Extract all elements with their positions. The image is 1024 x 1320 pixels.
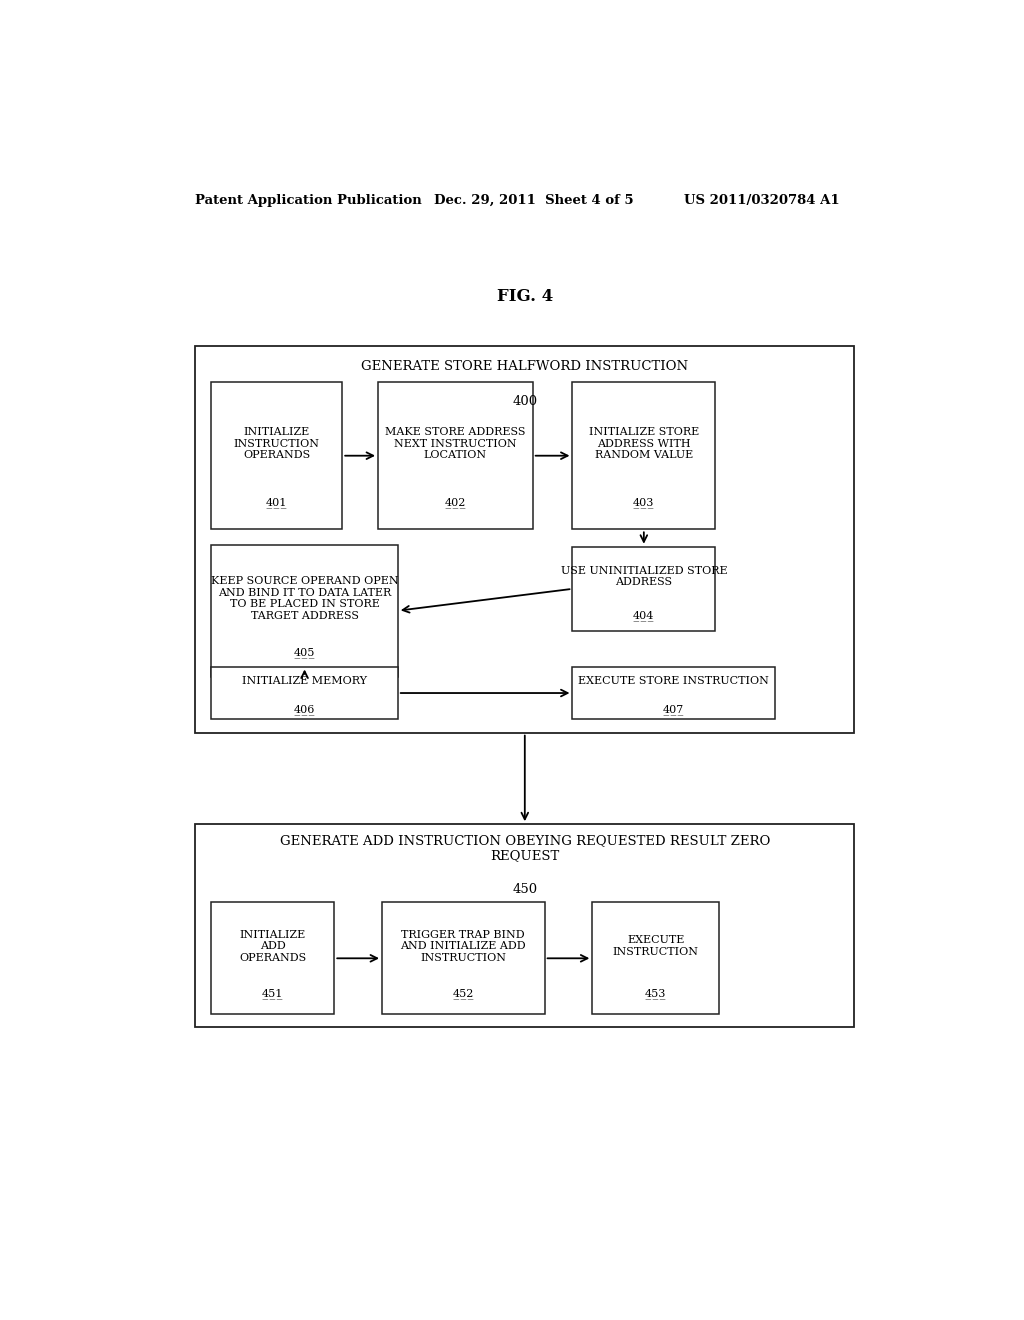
- Bar: [196, 346, 854, 733]
- Text: INITIALIZE
INSTRUCTION
OPERANDS: INITIALIZE INSTRUCTION OPERANDS: [233, 426, 319, 461]
- Bar: [211, 667, 397, 719]
- Bar: [196, 824, 854, 1027]
- Text: 4̲0̲2̲: 4̲0̲2̲: [444, 498, 466, 508]
- Bar: [378, 381, 532, 529]
- Text: 4̲0̲3̲: 4̲0̲3̲: [633, 498, 654, 508]
- Bar: [211, 545, 397, 677]
- Text: 4̲5̲2̲: 4̲5̲2̲: [453, 989, 474, 999]
- Text: 400: 400: [512, 395, 538, 408]
- Text: 4̲0̲5̲: 4̲0̲5̲: [294, 648, 315, 659]
- Text: 4̲5̲3̲: 4̲5̲3̲: [645, 989, 667, 999]
- Text: EXECUTE
INSTRUCTION: EXECUTE INSTRUCTION: [612, 936, 698, 957]
- Text: GENERATE STORE HALFWORD INSTRUCTION: GENERATE STORE HALFWORD INSTRUCTION: [361, 359, 688, 372]
- Text: 4̲0̲1̲: 4̲0̲1̲: [266, 498, 288, 508]
- Bar: [592, 903, 719, 1014]
- Text: INITIALIZE STORE
ADDRESS WITH
RANDOM VALUE: INITIALIZE STORE ADDRESS WITH RANDOM VAL…: [589, 426, 699, 461]
- Text: GENERATE ADD INSTRUCTION OBEYING REQUESTED RESULT ZERO
REQUEST: GENERATE ADD INSTRUCTION OBEYING REQUEST…: [280, 834, 770, 862]
- Bar: [572, 546, 715, 631]
- Bar: [211, 903, 334, 1014]
- Text: KEEP SOURCE OPERAND OPEN
AND BIND IT TO DATA LATER
TO BE PLACED IN STORE
TARGET : KEEP SOURCE OPERAND OPEN AND BIND IT TO …: [211, 576, 398, 620]
- Text: INITIALIZE
ADD
OPERANDS: INITIALIZE ADD OPERANDS: [240, 929, 306, 962]
- Text: Dec. 29, 2011  Sheet 4 of 5: Dec. 29, 2011 Sheet 4 of 5: [433, 194, 633, 207]
- Text: 4̲0̲4̲: 4̲0̲4̲: [633, 610, 654, 622]
- Text: 4̲0̲6̲: 4̲0̲6̲: [294, 705, 315, 715]
- Text: US 2011/0320784 A1: US 2011/0320784 A1: [684, 194, 839, 207]
- Text: INITIALIZE MEMORY: INITIALIZE MEMORY: [242, 676, 367, 686]
- Bar: [211, 381, 342, 529]
- Bar: [382, 903, 545, 1014]
- Text: 450: 450: [512, 883, 538, 896]
- Text: FIG. 4: FIG. 4: [497, 289, 553, 305]
- Text: 4̲0̲7̲: 4̲0̲7̲: [663, 705, 684, 715]
- Text: USE UNINITIALIZED STORE
ADDRESS: USE UNINITIALIZED STORE ADDRESS: [560, 566, 727, 587]
- Text: 4̲5̲1̲: 4̲5̲1̲: [262, 989, 284, 999]
- Text: Patent Application Publication: Patent Application Publication: [196, 194, 422, 207]
- Text: MAKE STORE ADDRESS
NEXT INSTRUCTION
LOCATION: MAKE STORE ADDRESS NEXT INSTRUCTION LOCA…: [385, 426, 525, 461]
- Text: TRIGGER TRAP BIND
AND INITIALIZE ADD
INSTRUCTION: TRIGGER TRAP BIND AND INITIALIZE ADD INS…: [400, 929, 526, 962]
- Bar: [572, 381, 715, 529]
- Text: EXECUTE STORE INSTRUCTION: EXECUTE STORE INSTRUCTION: [579, 676, 769, 686]
- Bar: [572, 667, 775, 719]
